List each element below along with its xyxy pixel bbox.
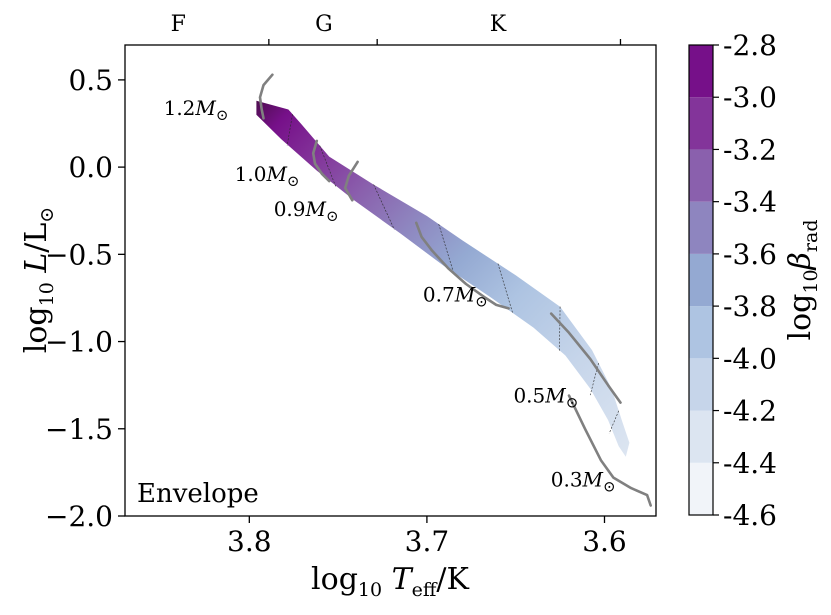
mass-label-1.2: 1.2M⊙: [164, 96, 229, 124]
track-1.0: [311, 139, 331, 183]
colorbar-tick-label: -3.4: [723, 186, 777, 219]
x-tick-label: 3.7: [405, 525, 450, 558]
y-tick-label: 0.5: [68, 64, 113, 97]
contour-line: [286, 114, 293, 146]
colorbar-tick-label: -3.8: [723, 290, 777, 323]
contour-line: [608, 410, 619, 434]
x-tick-label: 3.6: [582, 525, 627, 558]
colorbar-band: [689, 306, 713, 359]
mass-label-0.7: 0.7M⊙: [423, 282, 488, 310]
colorbar-frame: [688, 44, 714, 516]
mass-labels: 1.2M⊙ 1.0M⊙ 0.9M⊙ 0.7M⊙ 0.5M⊙ 0.3M⊙: [164, 96, 616, 496]
y-tick-label: −0.5: [45, 238, 113, 271]
track-1.2: [258, 73, 274, 120]
colorbar-tick-label: -3.2: [723, 133, 777, 166]
contour-line: [319, 145, 336, 187]
colorbar-band: [689, 410, 713, 463]
track-0.7: [415, 221, 510, 310]
colorbar-label: log10βrad: [783, 220, 822, 341]
colorbar-tick-label: -3.6: [723, 238, 777, 271]
track-0.5: [549, 312, 622, 404]
y-tick-label: −1.5: [45, 413, 113, 446]
colorbar-band: [689, 97, 713, 150]
y-ticks: 0.5 0.0 −0.5 −1.0 −1.5 −2.0: [45, 64, 125, 533]
colorbar: -4.6 -4.4 -4.2 -4.0 -3.8 -3.6 -3.4 -3.2 -3.0 -2.8: [689, 29, 777, 532]
colorbar-tick-label: -4.6: [723, 499, 777, 532]
beta-rad-band: [256, 100, 630, 457]
spectral-label-G: G: [315, 12, 333, 37]
y-tick-label: −2.0: [45, 500, 113, 533]
contour-line: [497, 263, 513, 314]
spectral-label-F: F: [171, 12, 186, 37]
colorbar-tick-label: -4.4: [723, 447, 777, 480]
y-axis-label: log10 L/L⊙: [19, 207, 58, 353]
mass-label-0.9: 0.9M⊙: [274, 197, 339, 225]
spectral-label-K: K: [490, 12, 507, 37]
band-fill: [256, 100, 630, 457]
colorbar-tick-label: -4.2: [723, 395, 777, 428]
y-tick-label: 0.0: [68, 151, 113, 184]
panel-label: Envelope: [137, 479, 259, 509]
colorbar-band: [689, 253, 713, 307]
colorbar-tick-label: -2.8: [723, 29, 777, 62]
colorbar-tick-label: -3.0: [723, 81, 777, 114]
contour-line: [373, 184, 395, 230]
colorbar-band: [689, 45, 713, 98]
plot-frame: [124, 44, 657, 517]
colorbar-band: [689, 201, 713, 254]
colorbar-band: [689, 149, 713, 202]
x-axis-label: log10 Teff/K: [311, 562, 469, 601]
contour-line: [559, 306, 561, 352]
colorbar-band: [689, 462, 713, 515]
contour-line: [438, 224, 454, 273]
y-tick-label: −1.0: [45, 326, 113, 359]
contour-lines: [286, 114, 619, 434]
x-ticks: 3.8 3.7 3.6: [227, 516, 627, 558]
colorbar-tick-label: -4.0: [723, 342, 777, 375]
mass-label-0.5: 0.5M⊙: [513, 384, 578, 412]
colorbar-band: [689, 358, 713, 411]
track-0.9: [343, 160, 359, 202]
track-0.3: [567, 394, 652, 507]
evolutionary-tracks: [258, 73, 652, 507]
mass-label-0.3: 0.3M⊙: [551, 467, 616, 495]
x-tick-label: 3.8: [227, 525, 272, 558]
mass-label-1.0: 1.0M⊙: [235, 162, 300, 190]
